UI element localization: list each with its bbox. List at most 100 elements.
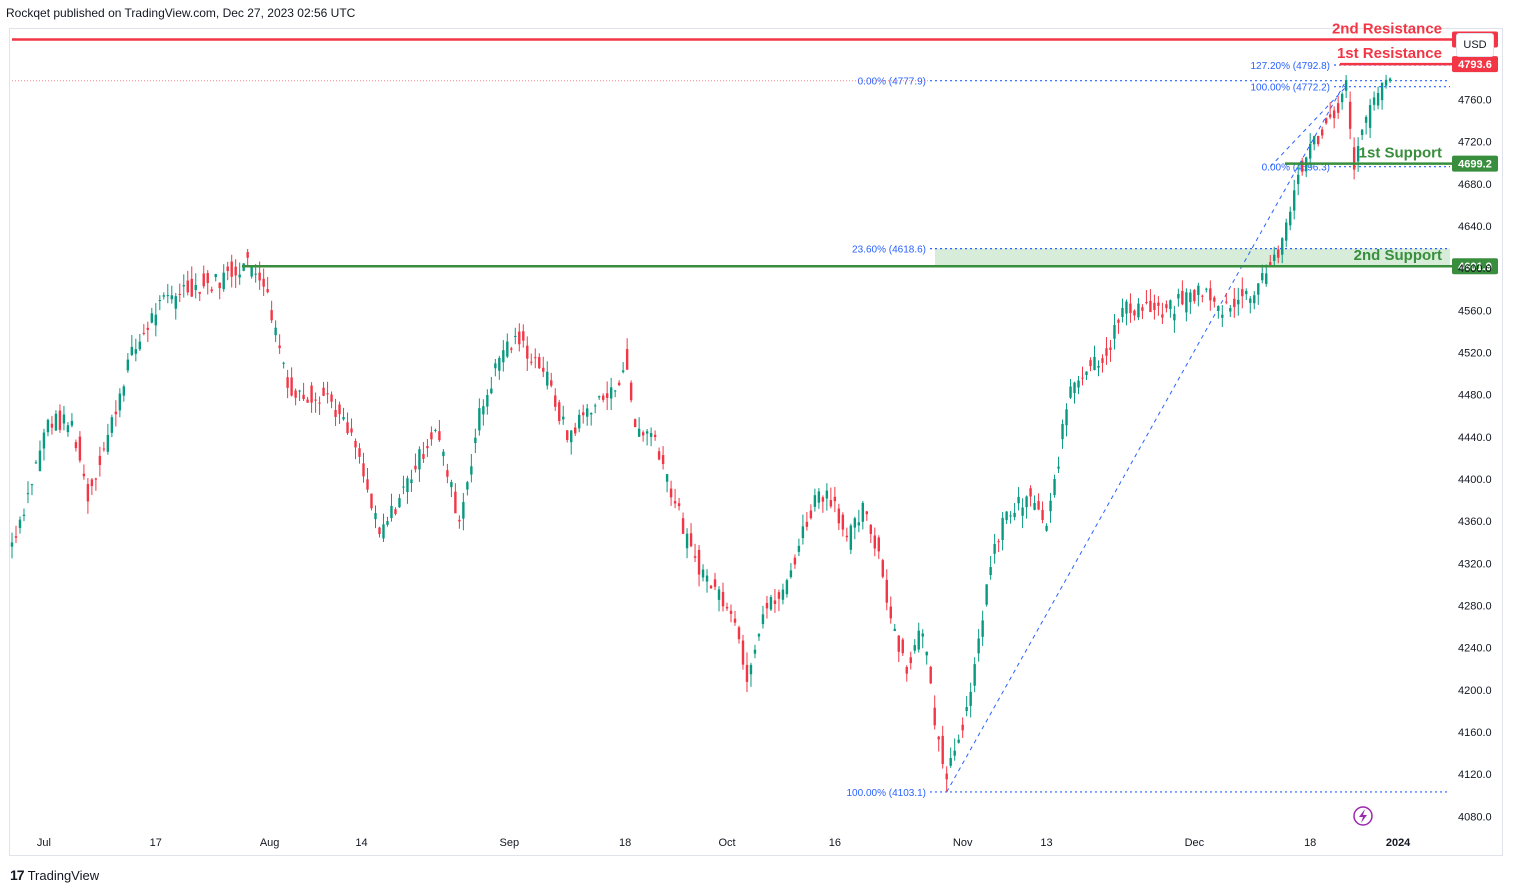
candle-body	[286, 377, 289, 388]
candle-body	[665, 474, 669, 482]
y-tick-label: 4240.0	[1458, 643, 1492, 655]
candle-body	[338, 404, 341, 415]
candle-body	[162, 295, 165, 297]
candle-body	[358, 448, 361, 457]
candle-body	[893, 628, 896, 631]
candle-body	[1145, 301, 1148, 304]
candle-body	[238, 274, 241, 278]
candle-body	[410, 479, 413, 484]
candle-body	[350, 428, 353, 433]
candle-body	[442, 451, 445, 457]
candle-body	[526, 345, 529, 359]
candle-body	[969, 691, 972, 706]
candle-body	[354, 440, 357, 448]
candle-body	[805, 521, 809, 527]
candle-body	[282, 362, 285, 364]
candle-body	[813, 495, 817, 507]
candle-body	[1101, 358, 1104, 363]
candle-body	[542, 367, 545, 372]
candle-body	[1013, 512, 1016, 518]
candle-body	[66, 425, 70, 433]
candle-body	[769, 597, 773, 610]
candle-body	[825, 490, 829, 499]
candle-body	[1017, 496, 1020, 504]
candle-body	[997, 541, 1000, 543]
candle-body	[1137, 303, 1140, 318]
candle-body	[278, 345, 281, 349]
candle-body	[1029, 488, 1032, 497]
candle-body	[206, 273, 209, 284]
candle-body	[494, 363, 497, 369]
candle-body	[989, 567, 992, 576]
candle-body	[154, 314, 157, 326]
candle-body	[318, 402, 321, 404]
level-name: 1st Resistance	[1337, 45, 1442, 62]
candle-body	[34, 462, 38, 464]
candle-body	[689, 533, 693, 547]
fib-minor-label: 0.00% (4696.3)	[1262, 163, 1330, 174]
candle-body	[418, 449, 421, 470]
candle-body	[1089, 360, 1092, 367]
candle-body	[362, 463, 365, 477]
candle-body	[402, 486, 405, 488]
candle-body	[94, 478, 98, 480]
chart-extras	[1353, 806, 1373, 826]
candle-body	[1033, 503, 1036, 510]
candle-body	[574, 427, 577, 434]
y-tick-label: 4200.0	[1458, 685, 1492, 697]
candle-body	[1312, 136, 1316, 145]
candle-body	[214, 274, 217, 278]
candle-body	[1308, 143, 1312, 159]
candle-body	[1324, 118, 1328, 124]
candle-body	[1316, 135, 1320, 145]
candle-body	[1380, 82, 1384, 101]
candle-body	[713, 579, 717, 587]
level-price-tag	[1452, 56, 1498, 73]
candle-body	[1053, 478, 1056, 496]
candle-body	[262, 278, 265, 287]
candle-body	[74, 442, 78, 449]
candle-body	[821, 497, 825, 502]
candle-body	[1105, 348, 1108, 356]
candle-body	[330, 394, 333, 402]
candle-body	[102, 448, 106, 450]
candle-body	[793, 557, 797, 565]
candle-body	[1165, 304, 1168, 309]
candle-body	[621, 370, 625, 373]
candle-body	[122, 386, 126, 396]
candle-body	[1109, 347, 1112, 350]
candle-body	[1364, 117, 1368, 123]
candle-body	[422, 454, 425, 459]
candle-body	[789, 570, 793, 578]
candle-body	[250, 267, 253, 277]
x-tick-label: 2024	[1386, 837, 1411, 849]
candle-body	[929, 666, 932, 684]
candle-body	[306, 399, 309, 403]
candle-body	[1360, 129, 1364, 135]
y-tick-label: 4600.0	[1458, 263, 1492, 275]
candle-body	[949, 757, 952, 766]
candle-body	[649, 433, 653, 437]
candle-body	[853, 518, 857, 528]
candle-body	[26, 493, 30, 495]
candle-body	[1117, 319, 1120, 323]
candle-body	[733, 618, 737, 623]
candle-body	[194, 285, 197, 291]
candle-body	[797, 545, 801, 552]
currency-button[interactable]: USD	[1456, 33, 1494, 57]
candle-body	[981, 620, 984, 637]
candle-body	[390, 506, 393, 519]
candle-body	[1149, 300, 1152, 313]
candle-body	[578, 414, 581, 429]
candle-body	[901, 639, 904, 654]
candle-body	[869, 524, 873, 534]
candle-body	[745, 664, 749, 682]
candle-body	[438, 431, 441, 441]
candle-body	[633, 419, 637, 428]
candle-body	[22, 514, 26, 516]
candle-body	[142, 332, 146, 334]
candle-body	[809, 510, 813, 519]
candle-body	[973, 664, 976, 686]
candle-body	[1181, 290, 1184, 305]
